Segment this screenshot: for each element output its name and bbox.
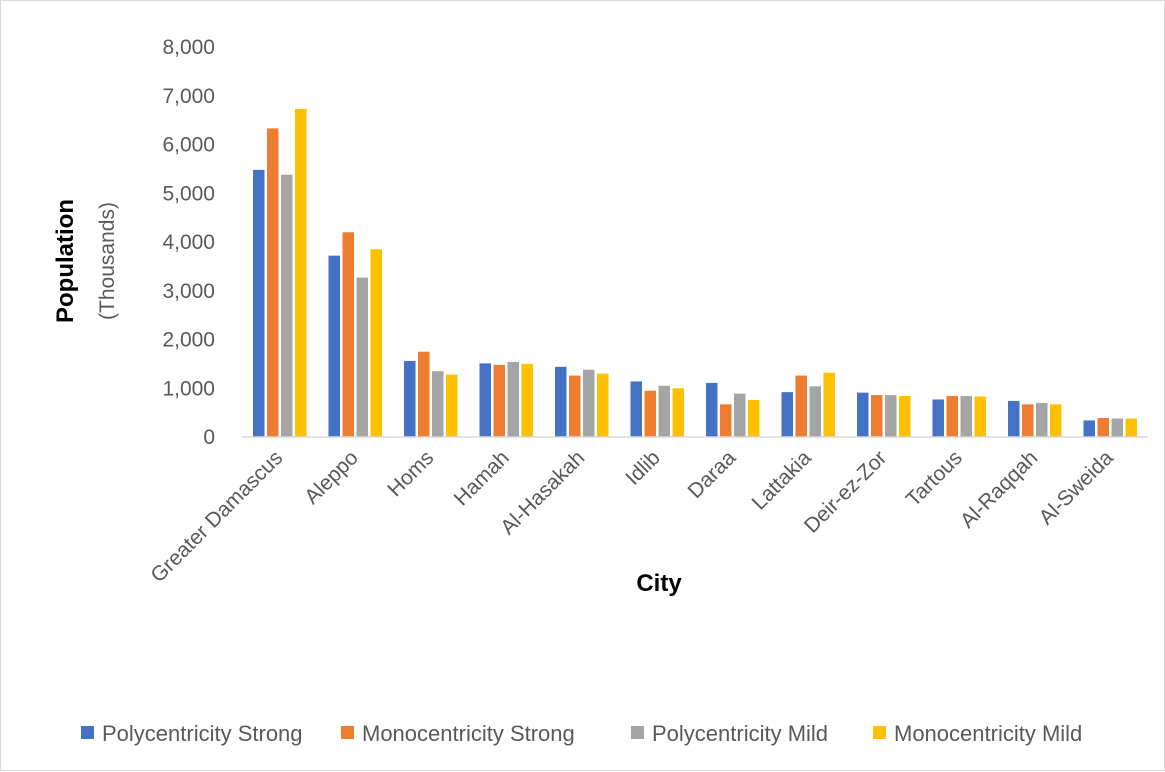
bar-2-1 [267, 128, 279, 437]
bar-4-4 [521, 363, 533, 438]
bar-3-10 [960, 396, 972, 437]
bar-4-7 [748, 399, 760, 437]
y-axis-ticks: 0 1,000 2,000 3,000 4,000 5,000 6,000 7,000 8,00… [162, 36, 215, 449]
y-tick-label: 0 [203, 426, 215, 449]
category-label: Aleppo [300, 446, 363, 509]
bar-1-12 [1083, 420, 1095, 437]
y-tick-label: 3,000 [162, 280, 215, 303]
bar-3-11 [1036, 402, 1048, 438]
bar-3-1 [281, 174, 293, 438]
y-tick-label: 8,000 [162, 36, 215, 59]
bar-4-9 [899, 396, 911, 437]
bar-2-12 [1097, 417, 1109, 437]
bar-4-10 [974, 396, 986, 437]
category-label: Al-Sweida [1035, 446, 1118, 529]
bar-1-10 [932, 399, 944, 437]
bar-2-6 [644, 390, 656, 437]
bar-3-6 [658, 385, 670, 437]
bar-3-5 [583, 369, 595, 437]
category-label: Lattakia [748, 446, 816, 514]
bar-2-3 [418, 351, 430, 437]
bar-1-7 [706, 382, 718, 437]
bar-1-9 [857, 392, 869, 437]
legend: Polycentricity Strong Monocentricity Stro… [81, 721, 1082, 746]
bar-2-2 [342, 232, 354, 437]
bar-4-2 [370, 249, 382, 437]
y-tick-label: 2,000 [162, 329, 215, 352]
y-axis-title: Population [52, 199, 79, 323]
legend-swatch [631, 726, 644, 739]
category-label: Al-Raqqah [956, 446, 1042, 532]
bar-4-12 [1125, 418, 1137, 437]
bar-3-4 [507, 361, 519, 437]
bar-2-4 [493, 364, 505, 437]
bar-2-7 [720, 404, 732, 437]
y-tick-label: 1,000 [162, 377, 215, 400]
bar-2-5 [569, 375, 581, 437]
bar-3-9 [885, 395, 897, 437]
bar-1-2 [328, 255, 340, 437]
x-axis-title: City [636, 570, 682, 597]
bar-3-12 [1111, 418, 1123, 437]
bar-2-10 [946, 396, 958, 437]
bar-4-8 [823, 372, 835, 437]
bar-4-1 [295, 108, 307, 437]
legend-swatch [341, 726, 354, 739]
bar-4-6 [672, 388, 684, 437]
category-label: Homs [383, 446, 438, 501]
bar-2-8 [795, 375, 807, 437]
legend-label: Polycentricity Mild [652, 721, 828, 746]
bar-3-3 [432, 371, 444, 437]
bar-2-11 [1022, 404, 1034, 437]
y-tick-label: 5,000 [162, 182, 215, 205]
legend-label: Monocentricity Mild [894, 721, 1082, 746]
bar-4-11 [1050, 404, 1062, 437]
bar-3-8 [809, 386, 821, 437]
category-label: Idlib [621, 446, 665, 490]
bar-2-9 [871, 395, 883, 437]
bar-3-2 [356, 277, 368, 437]
category-label: Tartous [902, 446, 967, 511]
bar-1-8 [781, 392, 793, 437]
bar-1-11 [1008, 400, 1020, 437]
category-label: Daraa [684, 446, 741, 503]
category-label: Hamah [450, 446, 514, 510]
bar-1-3 [404, 360, 416, 437]
y-tick-label: 7,000 [162, 85, 215, 108]
bar-4-5 [597, 373, 609, 438]
category-labels: Greater Damascus Aleppo Homs HamahAl-Hasaka… [146, 446, 1118, 587]
bar-1-6 [630, 381, 642, 437]
bar-1-4 [479, 363, 491, 437]
category-label: Deir-ez-Zor [800, 446, 891, 537]
y-tick-label: 6,000 [162, 134, 215, 157]
bar-4-3 [446, 374, 458, 437]
y-axis-subtitle: (Thousands) [96, 202, 119, 320]
bar-1-1 [253, 169, 265, 437]
y-tick-label: 4,000 [162, 231, 215, 254]
category-label: Greater Damascus [146, 446, 287, 587]
bars [253, 108, 1137, 438]
bar-1-5 [555, 366, 567, 437]
legend-swatch [873, 726, 886, 739]
bar-3-7 [734, 393, 746, 437]
legend-label: Monocentricity Strong [362, 721, 575, 746]
legend-label: Polycentricity Strong [102, 721, 303, 746]
legend-swatch [81, 726, 94, 739]
